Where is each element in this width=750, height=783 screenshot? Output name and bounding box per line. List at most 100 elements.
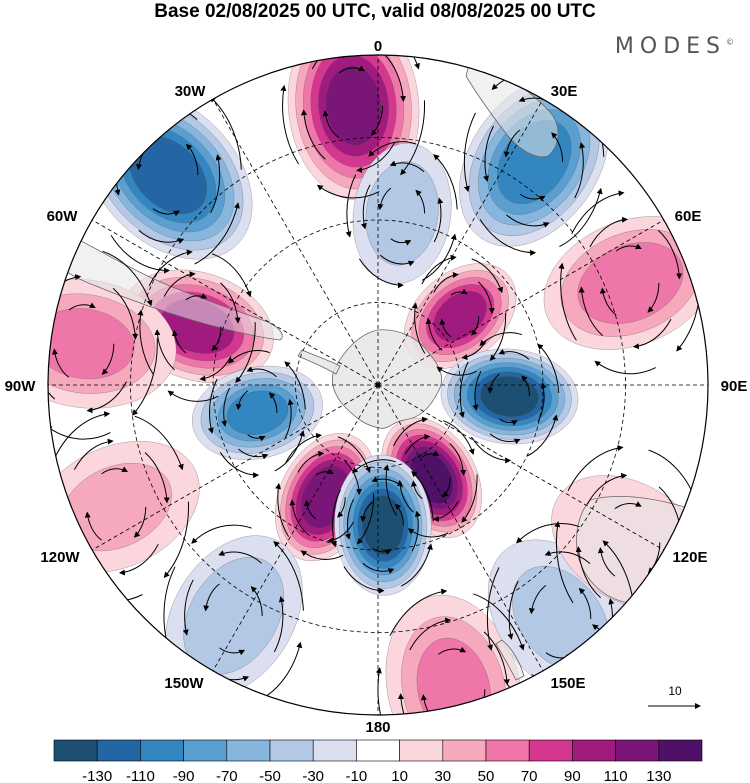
wind-arrow xyxy=(410,480,423,500)
colorbar-tick-label: 130 xyxy=(646,768,671,783)
colorbar-tick-label: -30 xyxy=(302,768,324,783)
wind-arrow xyxy=(182,579,194,636)
wind-arrow xyxy=(397,693,425,715)
wind-arrow xyxy=(554,521,574,604)
wind-arrow xyxy=(483,631,510,686)
wind-arrow xyxy=(657,229,683,280)
colorbar-swatch xyxy=(226,739,271,762)
wind-arrow xyxy=(370,105,383,136)
wind-arrow xyxy=(472,370,482,411)
wind-arrow xyxy=(389,588,448,637)
wind-arrow xyxy=(368,141,417,157)
wind-arrow xyxy=(470,436,512,464)
colorbar-swatch xyxy=(53,739,98,762)
wind-arrow xyxy=(293,55,347,56)
colorbar-tick-label: 50 xyxy=(478,768,495,783)
wind-arrow xyxy=(528,585,547,615)
wind-arrow xyxy=(519,193,546,202)
wind-arrow xyxy=(377,187,392,211)
wind-arrow xyxy=(537,382,547,423)
colorbar-swatch xyxy=(140,739,184,762)
new-zealand xyxy=(495,639,525,681)
wind-arrow xyxy=(327,521,354,544)
wind-arrow xyxy=(358,258,404,289)
wind-arrow xyxy=(443,420,475,456)
wind-arrow xyxy=(371,476,404,488)
wind-arrow xyxy=(68,302,96,311)
anomaly-contour xyxy=(577,242,684,324)
wind-arrow xyxy=(207,378,218,434)
antarctic-peninsula xyxy=(297,349,341,375)
wind-arrow xyxy=(289,499,308,534)
wind-arrow xyxy=(379,254,415,267)
wind-arrow xyxy=(194,202,240,265)
colorbar-swatch xyxy=(572,739,616,762)
anomaly-cell xyxy=(192,365,323,460)
wind-arrow xyxy=(486,567,500,651)
colorbar-tick-label: 110 xyxy=(604,768,628,783)
wind-arrow xyxy=(118,544,159,576)
anomaly-contour xyxy=(480,376,539,417)
wind-arrow xyxy=(506,214,550,228)
lon-label-120w: 120W xyxy=(40,549,80,566)
lon-label-60w: 60W xyxy=(47,208,79,225)
wind-arrow xyxy=(185,143,199,176)
south-pole-marker xyxy=(375,382,381,388)
wind-arrow xyxy=(586,472,628,505)
colorbar-tick-label: -90 xyxy=(173,768,195,783)
colorbar-swatch xyxy=(615,739,660,762)
wind-arrow xyxy=(362,562,395,574)
wind-arrow xyxy=(268,392,278,413)
wind-arrow xyxy=(487,373,500,394)
wind-arrow xyxy=(94,123,107,207)
map-boundary xyxy=(47,54,709,716)
brand-logo: MODES© xyxy=(615,34,734,59)
wind-arrow xyxy=(594,360,656,375)
wind-arrow xyxy=(212,253,252,298)
wind-arrow xyxy=(461,474,478,523)
lon-label-60e: 60E xyxy=(675,208,702,225)
wind-arrow xyxy=(284,361,306,410)
wind-arrow xyxy=(210,154,222,214)
wind-arrow xyxy=(167,390,219,402)
colorbar-tick-label: -10 xyxy=(346,768,368,783)
wind-arrow xyxy=(112,287,139,340)
wind-arrow xyxy=(471,316,480,336)
wind-arrow xyxy=(209,96,242,170)
wind-arrow xyxy=(331,489,341,548)
wind-arrow xyxy=(148,249,193,287)
wind-arrow xyxy=(163,566,176,647)
wind-arrow xyxy=(86,381,127,414)
wind-arrow xyxy=(415,189,426,214)
wind-arrow xyxy=(421,233,457,281)
wind-arrow xyxy=(247,434,266,442)
lon-label-0: 0 xyxy=(374,38,382,55)
wind-arrow xyxy=(152,208,180,217)
colorbar-swatch xyxy=(442,739,487,762)
wind-arrow xyxy=(219,452,260,479)
wind-arrow xyxy=(483,125,495,182)
wind-arrow xyxy=(246,366,277,378)
lon-label-30w: 30W xyxy=(175,83,207,100)
south-america xyxy=(54,229,283,341)
lon-label-90w: 90W xyxy=(5,378,37,395)
anomaly-contour xyxy=(226,390,289,435)
wind-arrow xyxy=(275,482,290,537)
colorbar-tick-label: 10 xyxy=(391,768,408,783)
wind-arrow xyxy=(404,433,431,455)
wind-arrow xyxy=(273,541,304,611)
anomaly-contour xyxy=(325,65,382,146)
wind-arrow xyxy=(219,647,246,656)
wind-arrow xyxy=(578,587,592,620)
colorbar-tick-label: -110 xyxy=(126,768,155,783)
latitude-circle xyxy=(295,302,461,468)
lon-label-150w: 150W xyxy=(164,675,204,692)
colorbar-swatch xyxy=(399,739,444,762)
wind-arrow xyxy=(647,282,660,313)
wind-arrow xyxy=(551,132,564,163)
wind-arrow xyxy=(392,416,429,447)
wind-arrow xyxy=(360,501,373,523)
anomaly-contour xyxy=(48,308,135,380)
colorbar-swatch xyxy=(528,739,573,762)
